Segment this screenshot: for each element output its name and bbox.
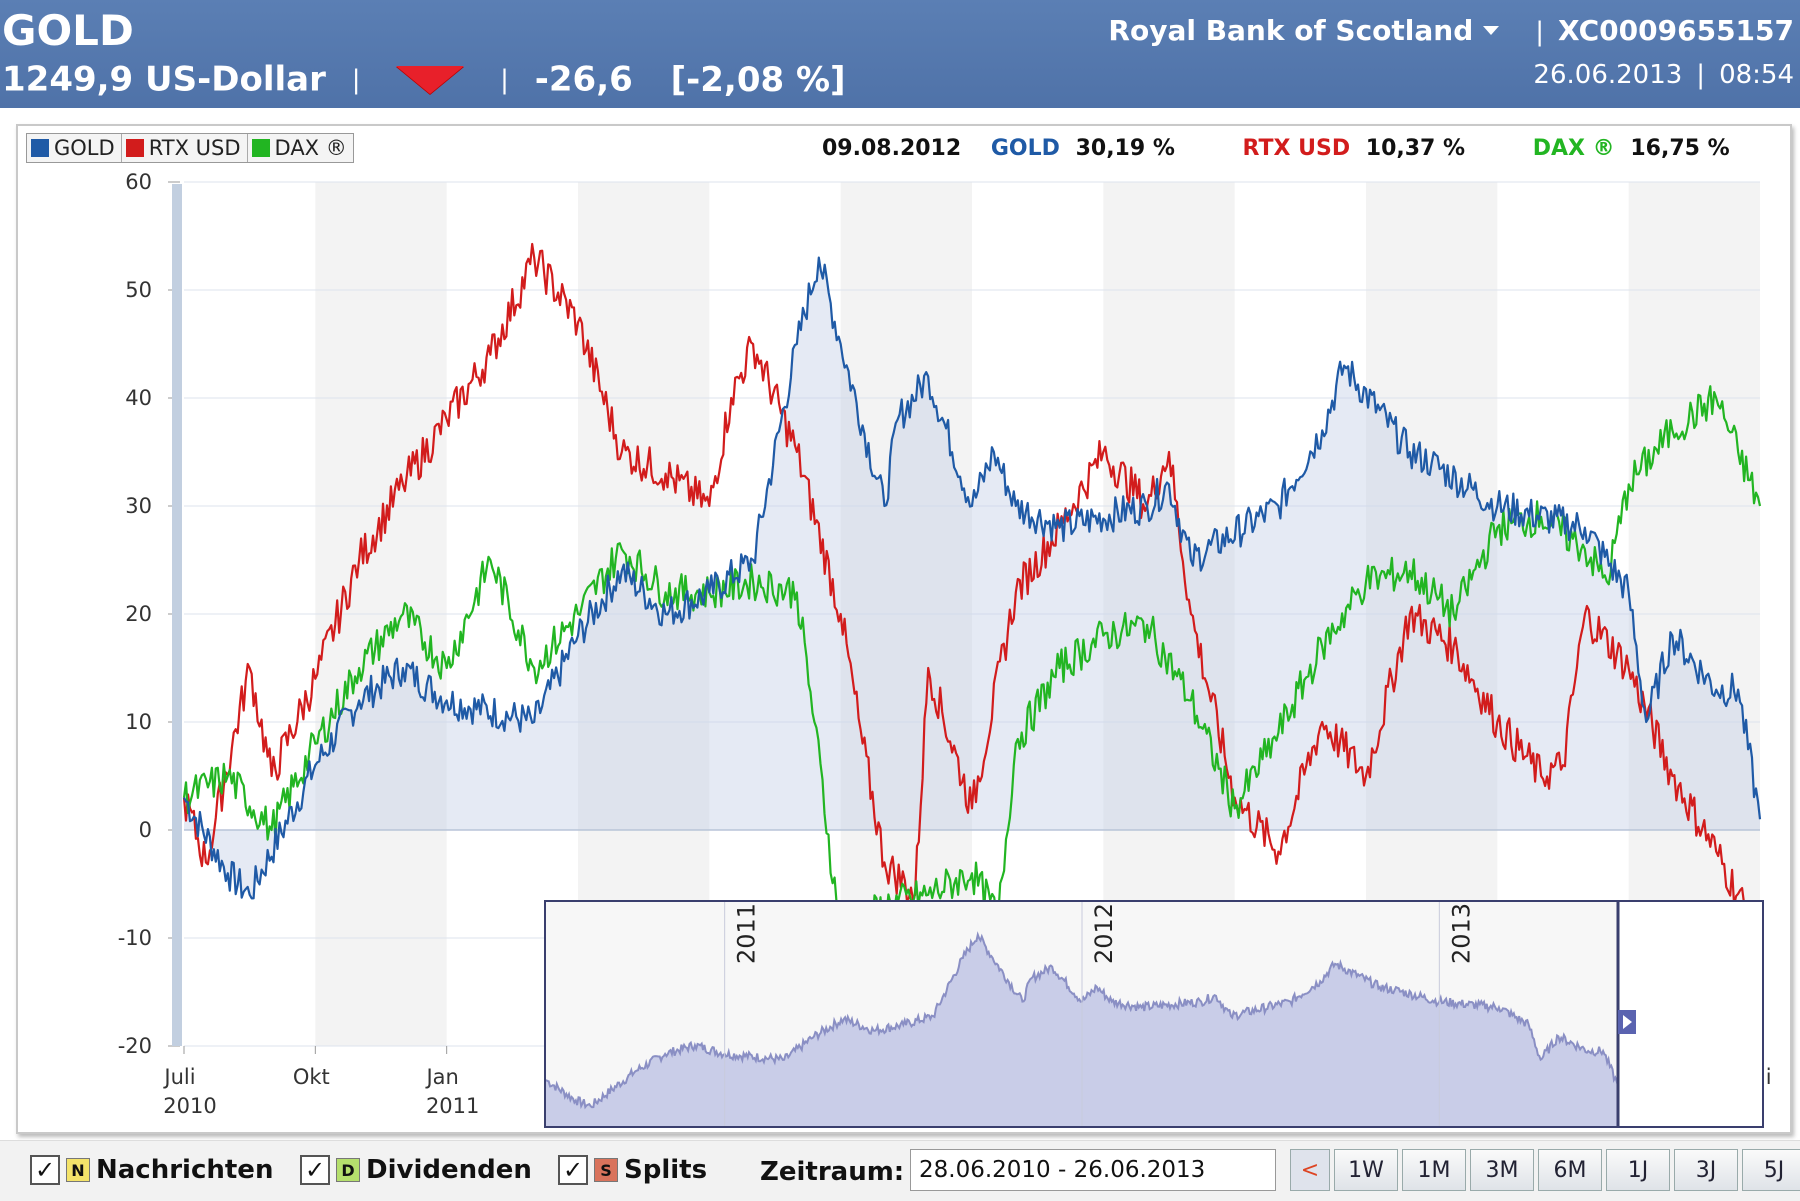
period-input[interactable]	[910, 1149, 1276, 1191]
legend-swatch	[251, 139, 270, 157]
range-buttons: < 1W 1M 3M 6M 1J 3J 5J	[1290, 1149, 1800, 1191]
splits-label: Splits	[624, 1155, 708, 1185]
separator: |	[1696, 60, 1706, 90]
splits-tag-icon: S	[594, 1158, 618, 1182]
legend: GOLD RTX USD DAX ®	[26, 133, 354, 163]
instrument-title: GOLD	[2, 6, 134, 55]
x-tick-label: Okt	[293, 1065, 330, 1089]
separator: |	[1535, 17, 1545, 47]
gold-area	[184, 257, 1760, 899]
news-toggle[interactable]: ✓ N Nachrichten	[30, 1155, 273, 1185]
readout-value-gold: 30,19 %	[1075, 136, 1175, 161]
timestamp-line: 26.06.2013 | 08:54	[1533, 60, 1794, 90]
crosshair-readout: 09.08.2012 GOLD 30,19 % RTX USD 10,37 % …	[822, 136, 1790, 161]
isin: XC0009655157	[1558, 14, 1794, 47]
readout-date: 09.08.2012	[822, 136, 962, 161]
footer-toolbar: ✓ N Nachrichten ✓ D Dividenden ✓ S Split…	[0, 1140, 1800, 1201]
legend-label: RTX USD	[148, 136, 241, 160]
readout-name-dax: DAX ®	[1532, 136, 1615, 161]
navigator-year-label: 2013	[1447, 903, 1475, 964]
legend-label: GOLD	[54, 136, 115, 160]
y-tick-label: 0	[139, 818, 152, 842]
change-value: -26,6	[534, 59, 633, 100]
x-tick-year: 2010	[163, 1094, 216, 1118]
readout-value-rtx: 10,37 %	[1365, 136, 1466, 161]
range-button-3m[interactable]: 3M	[1470, 1149, 1534, 1191]
price-value: 1249,9 US-Dollar	[2, 59, 326, 100]
navigator-year-label: 2012	[1090, 903, 1118, 964]
quote-date: 26.06.2013	[1533, 60, 1683, 90]
readout-value-dax: 16,75 %	[1630, 136, 1730, 161]
issuer-dropdown[interactable]: Royal Bank of Scotland	[1108, 14, 1474, 47]
legend-label: DAX ®	[274, 136, 347, 160]
range-button-6m[interactable]: 6M	[1538, 1149, 1602, 1191]
legend-item-gold[interactable]: GOLD	[27, 134, 122, 162]
series-line-gold	[183, 256, 1762, 900]
dividends-label: Dividenden	[366, 1155, 532, 1185]
legend-item-dax[interactable]: DAX ®	[248, 134, 353, 162]
dividends-checkbox[interactable]: ✓	[300, 1155, 330, 1185]
y-tick-label: 20	[125, 602, 152, 626]
range-button-1m[interactable]: 1M	[1402, 1149, 1466, 1191]
range-button-3j[interactable]: 3J	[1674, 1149, 1738, 1191]
price-line: 1249,9 US-Dollar | | -26,6 [-2,08 %]	[2, 58, 846, 100]
header-bar: GOLD 1249,9 US-Dollar | | -26,6 [-2,08 %…	[0, 0, 1800, 108]
range-button-1w[interactable]: 1W	[1334, 1149, 1398, 1191]
period-label: Zeitraum:	[760, 1157, 905, 1187]
quote-time: 08:54	[1719, 60, 1794, 90]
legend-swatch	[31, 139, 49, 157]
prev-range-button[interactable]: <	[1290, 1149, 1330, 1191]
readout-name-rtx: RTX USD	[1242, 136, 1351, 161]
readout-name-gold: GOLD	[990, 136, 1060, 161]
y-tick-label: 40	[125, 386, 152, 410]
separator: |	[351, 64, 361, 95]
range-button-1j[interactable]: 1J	[1606, 1149, 1670, 1191]
x-tick-year: 2011	[426, 1094, 479, 1118]
y-tick-label: 10	[125, 710, 152, 734]
series-line-rtx-usd	[182, 242, 1761, 939]
y-tick-label: 50	[125, 278, 152, 302]
splits-toggle[interactable]: ✓ S Splits	[558, 1155, 707, 1185]
legend-item-rtx[interactable]: RTX USD	[122, 134, 248, 162]
news-tag-icon: N	[66, 1158, 90, 1182]
legend-swatch	[125, 139, 144, 157]
y-tick-label: 60	[125, 170, 152, 194]
y-tick-label: -10	[118, 926, 152, 950]
navigator-outside	[1618, 902, 1762, 1126]
series-line-dax-	[182, 385, 1762, 944]
navigator-year-label: 2011	[733, 903, 761, 964]
y-tick-label: -20	[118, 1034, 152, 1058]
dividends-tag-icon: D	[336, 1158, 360, 1182]
splits-checkbox[interactable]: ✓	[558, 1155, 588, 1185]
dividends-toggle[interactable]: ✓ D Dividenden	[300, 1155, 532, 1185]
range-button-5j[interactable]: 5J	[1742, 1149, 1800, 1191]
x-tick-label: Juli	[162, 1065, 195, 1089]
chevron-down-icon[interactable]	[1483, 25, 1500, 35]
y-axis-strip	[172, 184, 182, 1046]
separator: |	[500, 64, 509, 95]
y-tick-label: 30	[125, 494, 152, 518]
change-percent: [-2,08 %]	[670, 59, 846, 100]
issuer-line: Royal Bank of Scotland | XC0009655157	[1108, 14, 1794, 47]
news-checkbox[interactable]: ✓	[30, 1155, 60, 1185]
down-arrow-icon	[396, 65, 465, 94]
navigator-plot[interactable]: 2011 2012 2013	[545, 902, 1762, 1126]
range-navigator[interactable]: 2011 2012 2013	[544, 900, 1764, 1128]
news-label: Nachrichten	[96, 1155, 274, 1185]
x-tick-label: Jan	[424, 1065, 458, 1089]
chevron-right-icon	[1623, 1015, 1632, 1029]
